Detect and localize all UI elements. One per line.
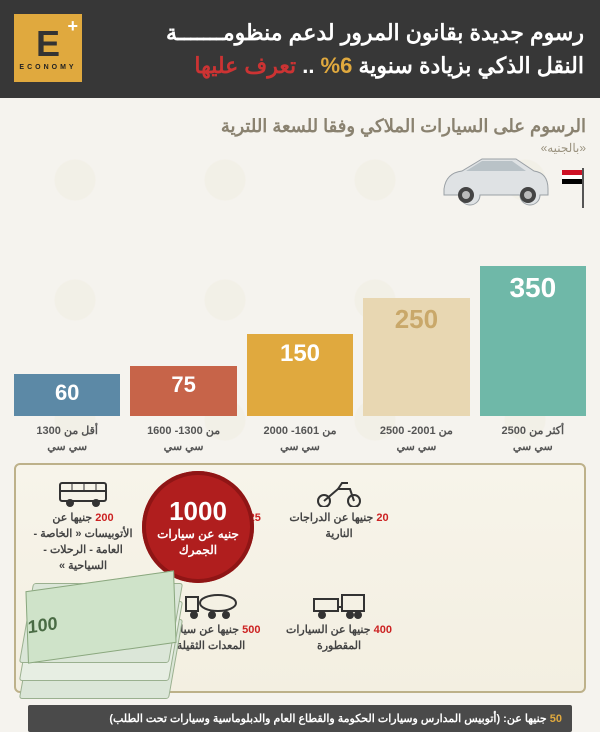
money-stack-icon: 100 (26, 579, 176, 699)
bar-label: من 2001- 2500سي سي (380, 424, 453, 455)
vehicle-tile: 200 جنيها عن الأتوبيسات « الخاصة - العام… (28, 477, 138, 575)
bar-label: من 1300- 1600سي سي (147, 424, 220, 455)
customs-text: جنيه عن سيارات الجمرك (142, 527, 254, 558)
tile-amount: 500 (242, 624, 260, 636)
footer-text: جنيها عن: (أتوبيس المدارس وسيارات الحكوم… (109, 713, 549, 725)
vehicle-tile: 20 جنيها عن الدراجات النارية (284, 477, 394, 575)
egypt-flag-icon (562, 168, 584, 208)
bar-value: 150 (280, 340, 320, 368)
bar-label: أكثر من 2500سي سي (502, 424, 565, 455)
fees-panel: 1000 جنيه عن سيارات الجمرك 20 جنيها عن ا… (14, 463, 586, 693)
vehicle-tile: 400 جنيها عن السيارات المقطورة (284, 589, 394, 655)
tile-text: جنيها عن الدراجات النارية (289, 512, 376, 540)
chart-section: الرسوم على السيارات الملاكي وفقا للسعة ا… (0, 98, 600, 463)
tile-text: جنيها عن الأتوبيسات « الخاصة - العامة - … (33, 512, 132, 572)
headline-line2a: النقل الذكي بزيادة سنوية (352, 53, 584, 78)
bar: 60 (14, 374, 120, 416)
headline-accent: 6% (321, 53, 353, 78)
header: + E ECONOMY رسوم جديدة بقانون المرور لدع… (0, 0, 600, 98)
headline-red: تعرف عليها (194, 53, 296, 78)
trailer-icon (312, 589, 366, 619)
bar-column: 150 من 1601- 2000سي سي (247, 334, 353, 455)
headline-line2b: .. (296, 53, 320, 78)
customs-circle: 1000 جنيه عن سيارات الجمرك (142, 471, 254, 583)
bar: 250 (363, 298, 469, 416)
customs-amount: 1000 (169, 496, 227, 527)
tile-amount: 400 (374, 624, 392, 636)
car-and-flag (436, 146, 584, 208)
fees-grid-section: 1000 جنيه عن سيارات الجمرك 20 جنيها عن ا… (0, 463, 600, 732)
logo-word: ECONOMY (19, 64, 76, 71)
footer-amount: 50 (550, 713, 562, 725)
tile-amount: 20 (376, 512, 388, 524)
chart-title: الرسوم على السيارات الملاكي وفقا للسعة ا… (14, 116, 586, 137)
headline: رسوم جديدة بقانون المرور لدعم منظومـــــ… (90, 16, 584, 82)
bar: 75 (130, 366, 236, 416)
bar-column: 350 أكثر من 2500سي سي (480, 266, 586, 455)
bar: 150 (247, 334, 353, 416)
car-icon (436, 146, 556, 208)
bar: 350 (480, 266, 586, 416)
logo: + E ECONOMY (14, 14, 82, 82)
bar-value: 250 (395, 304, 438, 335)
bar-label: من 1601- 2000سي سي (263, 424, 336, 455)
footer-strip: 50 جنيها عن: (أتوبيس المدارس وسيارات الح… (28, 705, 572, 732)
bar-column: 75 من 1300- 1600سي سي (130, 366, 236, 455)
bus-icon (56, 477, 110, 507)
money-note-value: 100 (27, 613, 57, 638)
tile-amount: 200 (95, 512, 113, 524)
logo-plus: + (67, 16, 78, 37)
bar-value: 60 (55, 380, 79, 406)
headline-line1: رسوم جديدة بقانون المرور لدعم منظومـــــ… (166, 20, 584, 45)
bar-column: 60 أقل من 1300سي سي (14, 374, 120, 455)
bar-label: أقل من 1300سي سي (36, 424, 98, 455)
tanker-icon (184, 589, 238, 619)
tile-text: جنيها عن السيارات المقطورة (286, 624, 374, 652)
moto-icon (312, 477, 366, 507)
bar-value: 350 (509, 272, 556, 304)
bar-column: 250 من 2001- 2500سي سي (363, 298, 469, 455)
bar-chart: 350أكثر من 2500سي سي250من 2001- 2500سي س… (14, 285, 586, 455)
logo-letter: E (36, 26, 60, 62)
bar-value: 75 (171, 372, 195, 398)
